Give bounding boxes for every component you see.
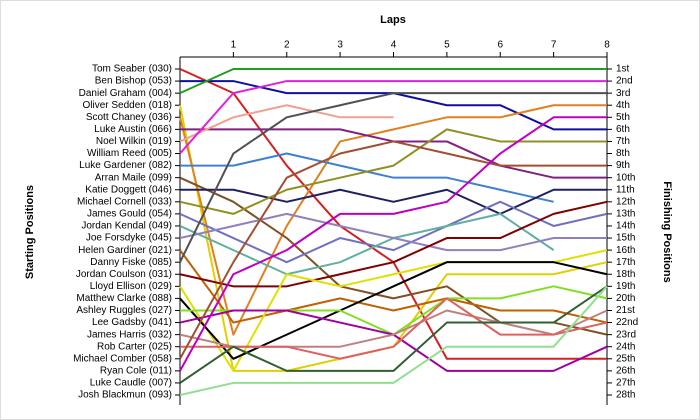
series-line [179, 212, 607, 252]
y2-tick-label: 18th [616, 269, 635, 280]
y2-tick-label: 17th [616, 257, 635, 268]
x-tick-label: 6 [497, 40, 503, 51]
y-tick-label: Noel Wilkin (019) [96, 136, 172, 147]
series-line [179, 140, 607, 360]
y-axis-label: Starting Positions [24, 185, 36, 279]
y2-tick-label: 22nd [616, 317, 638, 328]
x-tick-label: 4 [391, 40, 397, 51]
y-tick-label: Ben Bishop (053) [95, 76, 172, 87]
y2-tick-label: 4th [616, 100, 630, 111]
y2-tick-label: 10th [616, 172, 635, 183]
series-line [179, 261, 608, 360]
y2-tick-label: 13th [616, 209, 635, 220]
y2-tick-label: 19th [616, 281, 635, 292]
y-tick-label: Luke Caudle (007) [90, 378, 172, 389]
series-line [179, 128, 607, 215]
y-tick-label: Daniel Graham (004) [79, 88, 172, 99]
x-tick-label: 5 [444, 40, 450, 51]
y-tick-label: Tom Seaber (030) [92, 64, 172, 75]
y2-tick-label: 26th [616, 365, 635, 376]
y-tick-label: Lloyd Ellison (029) [90, 281, 172, 292]
y-tick-label: James Harris (032) [87, 329, 172, 340]
chart-title: Laps [380, 14, 406, 26]
series-line [179, 80, 607, 155]
y2-tick-label: 9th [616, 160, 630, 171]
y2-tick-label: 12th [616, 196, 635, 207]
x-tick-label: 1 [231, 40, 237, 51]
y2-tick-label: 23rd [616, 329, 636, 340]
y-tick-label: Jordan Kendal (049) [81, 221, 172, 232]
series-line [179, 200, 608, 288]
series-line [179, 285, 608, 396]
series-line [180, 297, 608, 360]
y-tick-label: Luke Gardener (082) [79, 160, 172, 171]
y-tick-label: Ryan Cole (011) [100, 365, 172, 376]
y-tick-label: William Reed (005) [87, 148, 172, 159]
y-tick-label: Joe Forsdyke (045) [86, 233, 172, 244]
y-tick-label: Helen Gardiner (021) [78, 245, 172, 256]
y2-tick-label: 8th [616, 148, 630, 159]
y-tick-label: Josh Blackmun (093) [78, 390, 172, 401]
series-line [179, 212, 555, 276]
y2-tick-label: 25th [616, 353, 635, 364]
y2-tick-label: 16th [616, 245, 635, 256]
y2-tick-label: 21st [616, 305, 635, 316]
y-tick-label: Lee Gadsby (041) [92, 317, 172, 328]
series-line [179, 249, 608, 324]
y-tick-label: Matthew Clarke (088) [76, 293, 172, 304]
y2-tick-label: 3rd [616, 88, 630, 99]
x-tick-label: 8 [604, 40, 610, 51]
series-line [179, 104, 607, 336]
y-tick-label: Ashley Ruggles (027) [76, 305, 172, 316]
y-tick-label: Scott Chaney (036) [86, 112, 172, 123]
y-tick-label: Oliver Sedden (018) [83, 100, 173, 111]
series-line [179, 104, 394, 143]
series-line [179, 92, 607, 263]
series-line [179, 68, 607, 95]
y2-tick-label: 6th [616, 124, 630, 135]
y2-axis-label: Finishing Positions [661, 181, 673, 282]
y-tick-label: Danny Fiske (085) [90, 257, 172, 268]
y-tick-label: Jordan Coulson (031) [76, 269, 172, 280]
y2-tick-label: 27th [616, 378, 635, 389]
y-tick-label: Katie Doggett (046) [85, 184, 172, 195]
y2-tick-label: 15th [616, 233, 635, 244]
series-line [179, 116, 607, 372]
y2-tick-label: 28th [616, 390, 635, 401]
series-line [179, 285, 608, 384]
y-tick-label: James Gould (054) [87, 209, 172, 220]
y2-tick-label: 2nd [616, 76, 633, 87]
y2-tick-label: 20th [616, 293, 635, 304]
y2-tick-label: 11th [616, 184, 635, 195]
y-tick-label: Arran Maile (099) [95, 172, 172, 183]
y-tick-label: Michael Comber (058) [73, 353, 172, 364]
y-tick-label: Michael Cornell (033) [77, 196, 172, 207]
y-tick-label: Luke Austin (066) [94, 124, 172, 135]
series-line [179, 200, 608, 264]
x-tick-label: 2 [284, 40, 290, 51]
series-line [180, 188, 607, 215]
y2-tick-label: 14th [616, 221, 635, 232]
y2-tick-label: 1st [616, 64, 630, 75]
y2-tick-label: 7th [616, 136, 630, 147]
y-tick-label: Rob Carter (025) [97, 341, 172, 352]
x-tick-label: 7 [551, 40, 557, 51]
y2-tick-label: 24th [616, 341, 635, 352]
x-tick-label: 3 [337, 40, 343, 51]
y2-tick-label: 5th [616, 112, 630, 123]
